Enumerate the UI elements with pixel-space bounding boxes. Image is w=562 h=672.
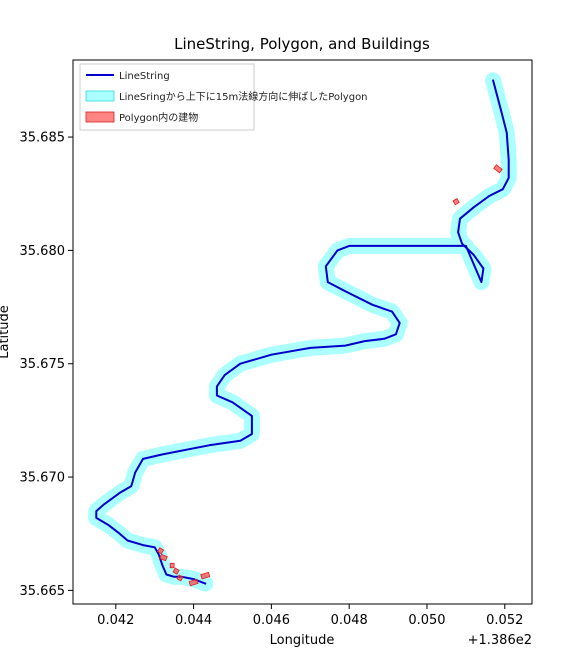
y-tick-label: 35.665 bbox=[20, 584, 66, 599]
y-tick-label: 35.680 bbox=[20, 244, 66, 259]
y-axis-ticks: 35.665 35.670 35.675 35.680 35.685 bbox=[20, 131, 73, 599]
axes-frame bbox=[72, 59, 533, 605]
building-polygon bbox=[452, 198, 460, 206]
y-tick-label: 35.685 bbox=[20, 131, 66, 146]
building-polygon bbox=[188, 578, 199, 587]
y-axis-label: Latitude bbox=[0, 305, 12, 359]
x-tick-label: 0.042 bbox=[97, 613, 134, 628]
y-tick-label: 35.670 bbox=[20, 471, 66, 486]
chart-title: LineString, Polygon, and Buildings bbox=[174, 35, 430, 53]
x-axis-label: Longitude bbox=[270, 633, 335, 648]
legend-label-buildings: Polygon内の建物 bbox=[119, 111, 198, 124]
x-offset-label: +1.386e2 bbox=[468, 633, 532, 648]
x-tick-label: 0.046 bbox=[253, 613, 290, 628]
plot-area bbox=[72, 59, 533, 605]
x-tick-label: 0.052 bbox=[486, 613, 523, 628]
x-axis-ticks: 0.042 0.044 0.046 0.048 0.050 0.052 bbox=[97, 604, 523, 628]
linestring-path bbox=[95, 79, 510, 585]
building-polygon bbox=[172, 567, 180, 575]
building-polygon bbox=[159, 553, 168, 562]
building-polygon bbox=[169, 562, 175, 569]
axes-background bbox=[73, 60, 532, 604]
x-tick-label: 0.048 bbox=[331, 613, 368, 628]
building-polygon bbox=[176, 574, 184, 582]
legend-polygon-swatch bbox=[85, 90, 115, 102]
x-tick-label: 0.050 bbox=[408, 613, 445, 628]
y-tick-label: 35.675 bbox=[20, 357, 66, 372]
legend-buildings-swatch bbox=[85, 111, 115, 123]
legend-label-linestring: LineString bbox=[119, 71, 170, 82]
building-polygon bbox=[493, 164, 503, 174]
legend: LineString LineSringから上下に15m法線方向に伸ばしたPol… bbox=[79, 63, 368, 131]
legend-label-polygon: LineSringから上下に15m法線方向に伸ばしたPolygon bbox=[119, 90, 368, 103]
building-polygon bbox=[156, 547, 165, 555]
buildings-layer bbox=[156, 164, 503, 587]
x-tick-label: 0.044 bbox=[175, 613, 212, 628]
linestring-layer bbox=[95, 79, 510, 585]
building-polygon bbox=[200, 571, 211, 580]
